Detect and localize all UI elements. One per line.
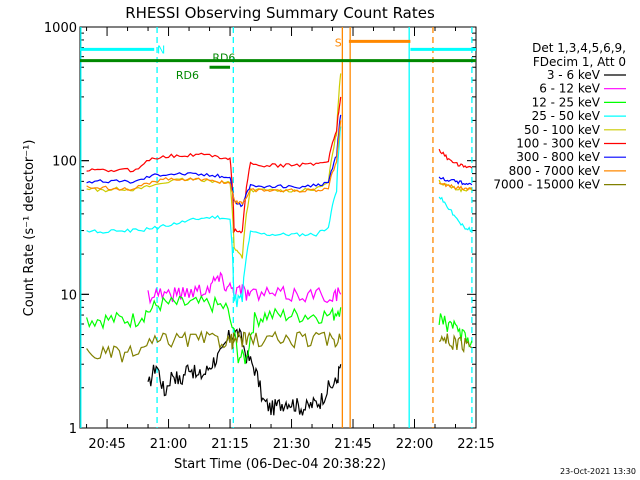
series-line-after-gap [438, 182, 473, 192]
legend-entry-label: 50 - 100 keV [524, 123, 601, 137]
series-line-main [86, 294, 342, 365]
series-line-main [86, 120, 342, 206]
series-line-after-gap [438, 148, 473, 169]
x-tick-label: 22:00 [396, 437, 433, 452]
plot-frame [79, 26, 477, 429]
x-tick-label: 21:15 [211, 437, 248, 452]
y-tick-label: 10 [60, 288, 77, 303]
flag-label-n: N [157, 43, 165, 56]
footer-timestamp: 23-Oct-2021 13:30 [560, 467, 636, 476]
series-line-main [147, 327, 342, 416]
legend-entry-label: 7000 - 15000 keV [493, 178, 600, 192]
flag-label-s: S [335, 36, 342, 49]
legend-entry-label: 25 - 50 keV [532, 109, 601, 123]
series-line-main [86, 126, 342, 308]
flag-label-rd6: RD6 [176, 69, 199, 82]
y-tick-label: 1000 [44, 21, 77, 36]
plot-area: 1 10 100 1000 20:45 21:00 21:15 21:30 21:45 22:00… [44, 21, 495, 452]
y-tick-label: 1 [69, 422, 77, 437]
series-line-after-gap [438, 196, 473, 233]
legend-entry-label: 12 - 25 keV [532, 95, 601, 109]
plot-inner [80, 27, 476, 428]
series-line-after-gap [438, 176, 473, 186]
series-line-main [86, 114, 342, 208]
x-tick-label: 21:00 [150, 437, 187, 452]
legend-entry-label: 3 - 6 keV [547, 68, 601, 82]
legend-entry-label: 800 - 7000 keV [509, 164, 601, 178]
series-line-main [86, 330, 342, 363]
legend-entry-label: 100 - 300 keV [516, 137, 600, 151]
series-line-main [86, 73, 342, 259]
x-axis-label: Start Time (06-Dec-04 20:38:22) [174, 457, 386, 472]
legend-header-line-2: FDecim 1, Att 0 [533, 55, 626, 69]
series-line-main [86, 96, 342, 234]
x-tick-label: 21:30 [273, 437, 310, 452]
chart-title: RHESSI Observing Summary Count Rates [125, 4, 435, 22]
series-line-after-gap [438, 333, 473, 354]
legend-entry-label: 6 - 12 keV [539, 82, 601, 96]
y-axis-label: Count Rate (s⁻¹ detector⁻¹) [22, 140, 37, 317]
y-tick-label: 100 [52, 155, 77, 170]
legend-entry-label: 300 - 800 keV [516, 150, 600, 164]
x-tick-label: 22:15 [457, 437, 494, 452]
legend-header-line-1: Det 1,3,4,5,6,9, [532, 41, 626, 55]
x-tick-label: 20:45 [88, 437, 125, 452]
flag-label-rd6: RD6 [212, 52, 235, 65]
x-tick-label: 21:45 [334, 437, 371, 452]
